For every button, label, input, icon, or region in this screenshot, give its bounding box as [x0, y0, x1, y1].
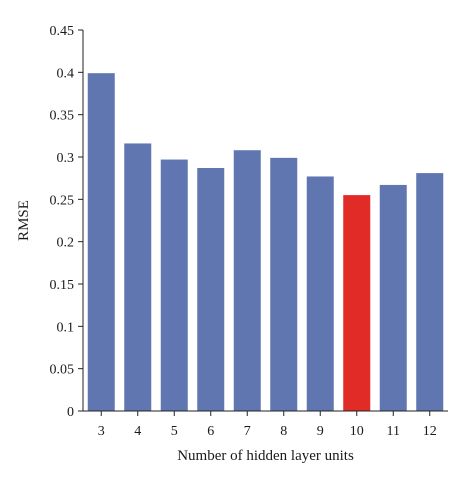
bar-12 — [416, 173, 444, 411]
bar-7 — [233, 150, 261, 411]
bar-3 — [87, 73, 115, 412]
y-tick-label: 0.1 — [57, 320, 75, 335]
bar-9 — [306, 176, 334, 411]
bar-6 — [197, 168, 225, 411]
axes-layer — [82, 30, 448, 412]
x-axis-title: Number of hidden layer units — [177, 448, 354, 464]
bar-11 — [379, 184, 407, 411]
x-tick-label: 8 — [280, 424, 287, 439]
y-tick-label: 0 — [67, 405, 74, 420]
bars-layer — [87, 73, 444, 412]
y-tick-label: 0.2 — [57, 236, 75, 251]
x-tick-label: 12 — [423, 424, 437, 439]
x-tick-label: 9 — [317, 424, 324, 439]
y-tick-label: 0.05 — [50, 363, 75, 378]
bar-4 — [124, 143, 152, 411]
x-tick-label: 11 — [387, 424, 400, 439]
bar-8 — [270, 157, 298, 411]
x-tick-label: 7 — [244, 424, 251, 439]
bar-5 — [160, 159, 188, 411]
x-tick-label: 3 — [98, 424, 105, 439]
y-ticks: 0 0.05 0.1 0.15 0.2 0.25 0.3 0.35 0.4 0.45 — [50, 24, 83, 420]
x-tick-label: 10 — [350, 424, 364, 439]
x-tick-label: 6 — [207, 424, 214, 439]
x-tick-label: 5 — [171, 424, 178, 439]
y-tick-label: 0.15 — [50, 278, 75, 293]
bar-10 — [343, 195, 371, 411]
y-tick-label: 0.25 — [50, 193, 75, 208]
y-tick-label: 0.3 — [57, 151, 75, 166]
x-ticks: 3 4 5 6 7 8 9 10 11 12 — [98, 411, 437, 439]
y-tick-label: 0.4 — [57, 66, 75, 81]
y-axis-title: RMSE — [16, 200, 32, 241]
y-tick-label: 0.45 — [50, 24, 75, 39]
y-tick-label: 0.35 — [50, 109, 75, 124]
x-tick-label: 4 — [134, 424, 141, 439]
